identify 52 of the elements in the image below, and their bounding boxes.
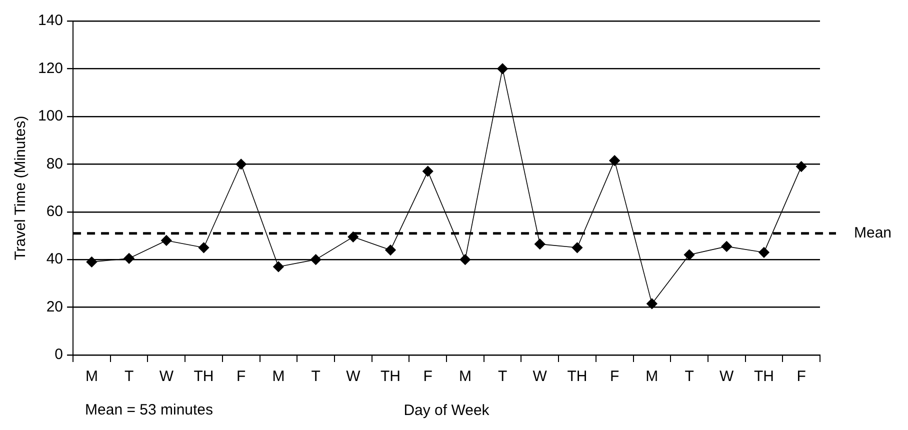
x-tick-label: TH xyxy=(754,368,774,386)
x-tick-label: W xyxy=(159,368,174,386)
point xyxy=(385,244,396,256)
point xyxy=(796,161,807,172)
point xyxy=(86,256,98,268)
point xyxy=(572,242,583,254)
point xyxy=(273,261,284,272)
y-tick-label: 80 xyxy=(46,155,64,172)
x-axis-title: Day of Week xyxy=(404,402,490,420)
x-tick-label: W xyxy=(346,368,362,386)
point xyxy=(198,242,210,254)
x-tick-label: M xyxy=(272,368,285,386)
point xyxy=(646,298,658,310)
point xyxy=(348,232,359,242)
x-tick-label: TH xyxy=(194,368,214,386)
y-tick-label: 140 xyxy=(38,12,64,30)
x-tick-label: T xyxy=(311,368,320,386)
x-tick-label: F xyxy=(796,368,806,386)
y-tick-label: 120 xyxy=(38,60,64,77)
y-tick-label: 60 xyxy=(46,203,64,220)
point xyxy=(124,252,134,264)
point xyxy=(534,238,546,250)
x-tick-label: TH xyxy=(567,368,588,386)
x-tick-label: M xyxy=(646,368,658,386)
point xyxy=(721,241,732,252)
point xyxy=(609,155,620,166)
x-tick-label: M xyxy=(458,368,472,386)
text: Mean = 53 minutes xyxy=(85,402,214,419)
point xyxy=(497,63,508,74)
x-tick-label: F xyxy=(610,368,620,386)
x-tick-label: T xyxy=(684,368,694,386)
point xyxy=(310,254,322,265)
x-tick-label: T xyxy=(498,368,508,386)
point xyxy=(161,235,172,246)
point xyxy=(684,249,695,260)
x-tick-label: M xyxy=(85,368,98,386)
x-tick-label: W xyxy=(720,368,735,386)
y-tick-label: 0 xyxy=(54,346,64,364)
x-tick-label: T xyxy=(124,368,134,386)
y-tick-label: 40 xyxy=(46,250,64,268)
ref-line-label: Mean xyxy=(854,224,892,242)
y-axis-title: Travel Time (Minutes) xyxy=(12,116,30,260)
x-tick-label: F xyxy=(236,368,246,386)
x-tick-label: W xyxy=(532,368,548,386)
x-tick-label: F xyxy=(423,368,432,386)
point xyxy=(460,254,471,265)
point xyxy=(758,247,770,258)
y-tick-label: 20 xyxy=(46,298,64,316)
y-tick-label: 100 xyxy=(38,108,64,125)
point xyxy=(236,158,246,170)
x-tick-label: TH xyxy=(380,368,400,386)
point xyxy=(422,166,434,177)
